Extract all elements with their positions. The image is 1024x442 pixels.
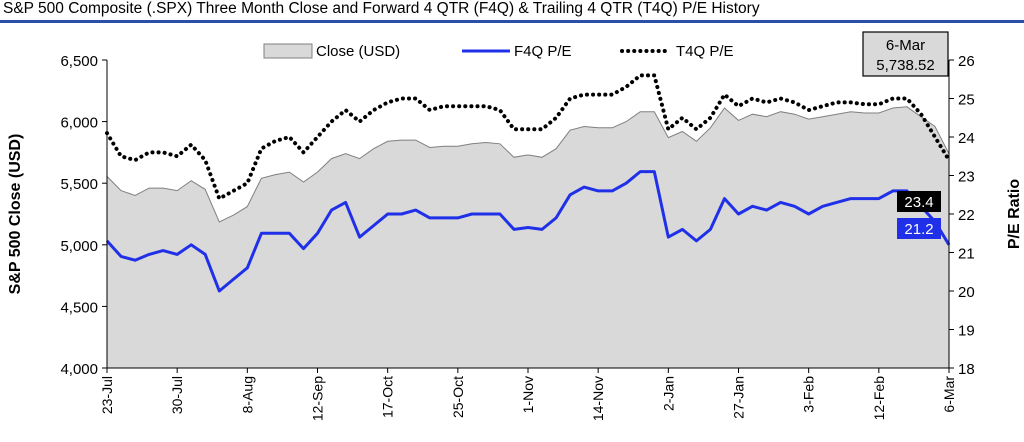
y-tick-label: 6,000 [60,115,98,132]
close-line [106,106,950,223]
t4q-end-label: 23.4 [904,194,933,211]
close-area [107,106,949,369]
x-tick-label: 1-Nov [520,376,536,413]
legend-label-close: Close (USD) [316,43,400,60]
y2-tick-label: 20 [958,284,975,301]
end-labels: 23.4 21.2 [897,191,941,239]
f4q-end-label-box [897,218,941,239]
y2-tick-label: 25 [958,92,975,109]
x-tick-label: 27-Jan [731,376,747,419]
x-tick-label: 2-Jan [660,376,676,411]
x-tick-label: 23-Jul [99,376,115,414]
x-tick-label: 6-Mar [941,376,957,413]
latest-close-callout: 6-Mar 5,738.52 [862,31,949,77]
y2-tick-label: 24 [958,130,975,147]
legend-label-t4q: T4Q P/E [676,43,734,60]
callout-value: 5,738.52 [876,57,934,74]
x-tick-label: 17-Oct [380,376,396,418]
y2-tick-label: 22 [958,207,975,224]
title-rule [0,20,1024,23]
x-tick-label: 14-Nov [590,376,606,421]
callout-date: 6-Mar [886,37,925,54]
y-tick-label: 4,500 [60,299,98,316]
axes-layer: 4,000 4,500 5,000 5,500 6,000 6,500 18 19 20 21 22… [7,53,1023,421]
y2-tick-label: 21 [958,246,975,263]
y2-tick-label: 26 [958,53,975,70]
y-tick-label: 5,500 [60,176,98,193]
legend-label-f4q: F4Q P/E [514,43,572,60]
y-axis-title: S&P 500 Close (USD) [7,134,24,295]
x-tick-label: 8-Aug [239,376,255,413]
y-tick-label: 6,500 [60,53,98,70]
x-tick-label: 3-Feb [801,376,817,413]
legend-swatch-close [263,43,313,59]
y2-tick-label: 18 [958,361,975,378]
legend: Close (USD) F4Q P/E T4Q P/E [263,43,734,60]
t4q-end-label-box [897,191,941,212]
y2-axis-title: P/E Ratio [1006,179,1023,249]
callout-box [862,31,949,77]
f4q-end-label: 21.2 [904,221,933,238]
x-tick-label: 12-Sep [310,376,326,421]
t4q-line [105,73,951,202]
chart-title: S&P 500 Composite (.SPX) Three Month Clo… [3,0,760,17]
y2-tick-label: 19 [958,323,975,340]
plot-layer [105,73,951,369]
f4q-line [105,170,951,293]
y2-tick-label: 23 [958,169,975,186]
x-tick-label: 25-Oct [450,376,466,418]
y-tick-label: 5,000 [60,238,98,255]
x-tick-label: 30-Jul [169,376,185,414]
y-tick-label: 4,000 [60,361,98,378]
x-tick-label: 12-Feb [871,376,887,421]
